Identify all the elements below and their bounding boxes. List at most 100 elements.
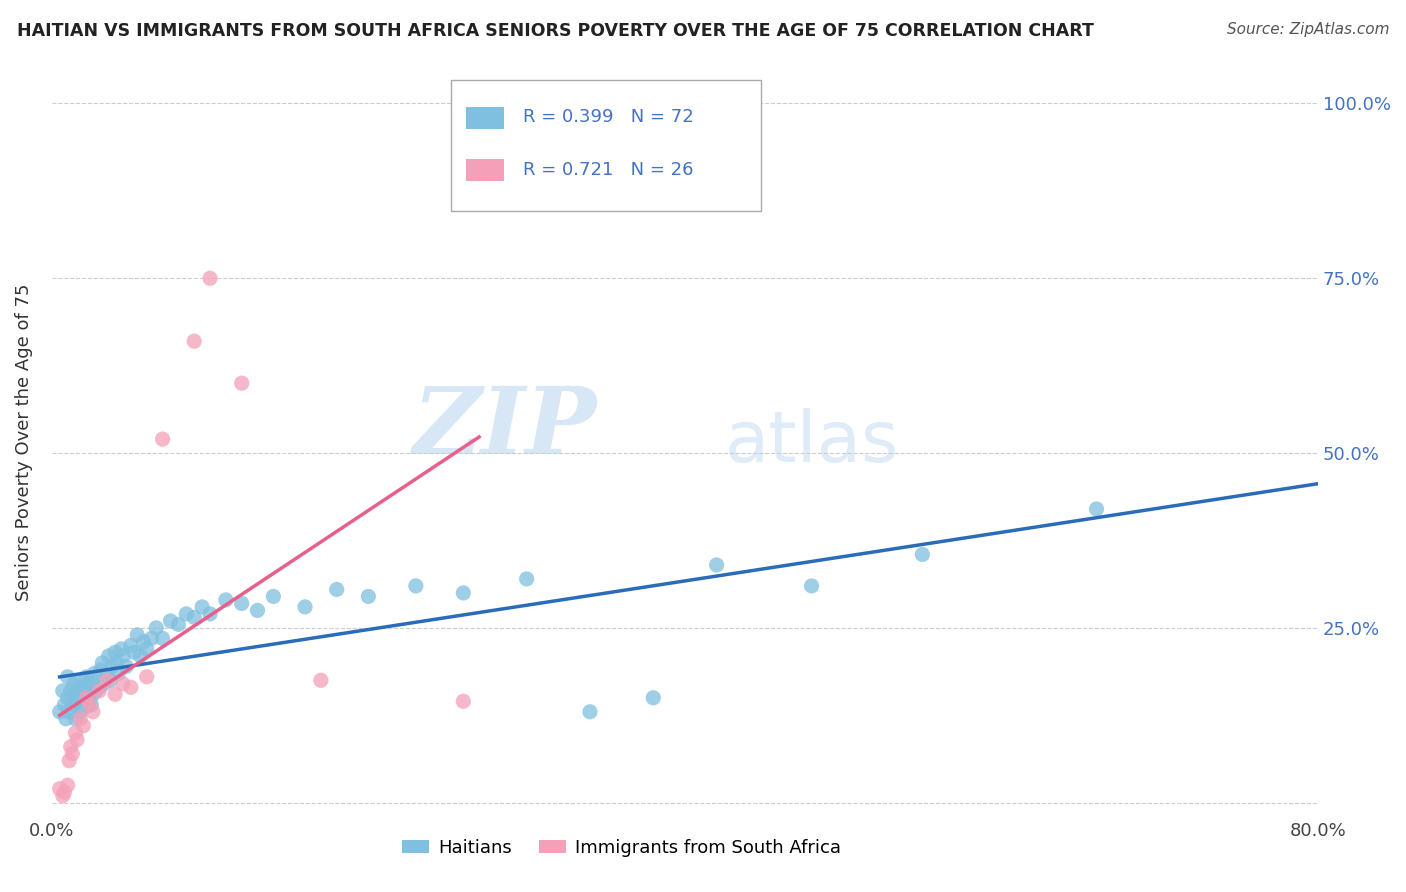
- Point: [83, 666, 105, 681]
- Point: [104, 687, 127, 701]
- Point: [132, 635, 155, 649]
- Point: [76, 690, 98, 705]
- Point: [135, 670, 157, 684]
- Point: [453, 694, 475, 708]
- FancyBboxPatch shape: [465, 107, 503, 129]
- Text: ZIP: ZIP: [412, 383, 596, 473]
- Point: [82, 705, 104, 719]
- Point: [69, 705, 91, 719]
- Point: [65, 725, 87, 739]
- Point: [294, 599, 316, 614]
- Point: [135, 641, 157, 656]
- Point: [72, 683, 94, 698]
- Point: [453, 586, 475, 600]
- Point: [72, 701, 94, 715]
- Point: [80, 673, 103, 688]
- Point: [97, 648, 120, 663]
- Point: [101, 659, 124, 673]
- Point: [60, 747, 83, 761]
- Point: [129, 648, 152, 663]
- Point: [96, 673, 118, 688]
- Point: [262, 590, 284, 604]
- Point: [152, 632, 174, 646]
- Point: [93, 677, 115, 691]
- Point: [231, 376, 253, 391]
- Point: [72, 719, 94, 733]
- Text: Source: ZipAtlas.com: Source: ZipAtlas.com: [1226, 22, 1389, 37]
- Text: atlas: atlas: [724, 409, 898, 477]
- Point: [215, 593, 238, 607]
- Point: [65, 687, 87, 701]
- Point: [405, 579, 427, 593]
- Point: [152, 432, 174, 446]
- Point: [122, 645, 145, 659]
- Point: [60, 698, 83, 712]
- Point: [1085, 502, 1108, 516]
- Point: [579, 705, 602, 719]
- Point: [89, 681, 111, 695]
- Point: [79, 677, 101, 691]
- Point: [67, 681, 90, 695]
- Text: R = 0.399   N = 72: R = 0.399 N = 72: [523, 108, 693, 126]
- Point: [127, 628, 149, 642]
- Point: [706, 558, 728, 572]
- Point: [73, 690, 96, 705]
- Point: [104, 645, 127, 659]
- Point: [56, 778, 79, 792]
- Point: [90, 663, 112, 677]
- Point: [59, 739, 82, 754]
- Point: [159, 614, 181, 628]
- Legend: Haitians, Immigrants from South Africa: Haitians, Immigrants from South Africa: [395, 831, 848, 863]
- Point: [70, 673, 93, 688]
- Point: [77, 694, 100, 708]
- Y-axis label: Seniors Poverty Over the Age of 75: Seniors Poverty Over the Age of 75: [15, 284, 32, 601]
- Point: [110, 641, 132, 656]
- Point: [48, 781, 70, 796]
- Point: [58, 754, 80, 768]
- Point: [69, 712, 91, 726]
- FancyBboxPatch shape: [451, 79, 761, 211]
- Point: [198, 607, 221, 621]
- Point: [111, 648, 134, 663]
- Point: [79, 698, 101, 712]
- Point: [80, 698, 103, 712]
- Point: [91, 656, 114, 670]
- Point: [325, 582, 347, 597]
- Point: [120, 639, 142, 653]
- Point: [145, 621, 167, 635]
- Point: [82, 687, 104, 701]
- Point: [89, 683, 111, 698]
- Point: [98, 673, 121, 688]
- Point: [56, 670, 79, 684]
- Point: [63, 677, 86, 691]
- Text: HAITIAN VS IMMIGRANTS FROM SOUTH AFRICA SENIORS POVERTY OVER THE AGE OF 75 CORRE: HAITIAN VS IMMIGRANTS FROM SOUTH AFRICA …: [17, 22, 1094, 40]
- Point: [96, 670, 118, 684]
- Point: [231, 596, 253, 610]
- Point: [111, 677, 134, 691]
- Point: [800, 579, 823, 593]
- Point: [183, 334, 205, 349]
- Point: [183, 610, 205, 624]
- Point: [65, 712, 87, 726]
- Point: [58, 705, 80, 719]
- Point: [141, 632, 163, 646]
- Point: [66, 694, 89, 708]
- Point: [357, 590, 380, 604]
- Point: [643, 690, 665, 705]
- Point: [309, 673, 332, 688]
- Point: [105, 656, 128, 670]
- Point: [53, 785, 76, 799]
- Point: [115, 659, 138, 673]
- FancyBboxPatch shape: [465, 159, 503, 181]
- Point: [76, 670, 98, 684]
- Point: [84, 683, 107, 698]
- Point: [66, 732, 89, 747]
- Point: [120, 681, 142, 695]
- Point: [176, 607, 198, 621]
- Point: [53, 698, 76, 712]
- Point: [48, 705, 70, 719]
- Point: [55, 712, 77, 726]
- Point: [191, 599, 214, 614]
- Point: [246, 603, 269, 617]
- Point: [107, 666, 129, 681]
